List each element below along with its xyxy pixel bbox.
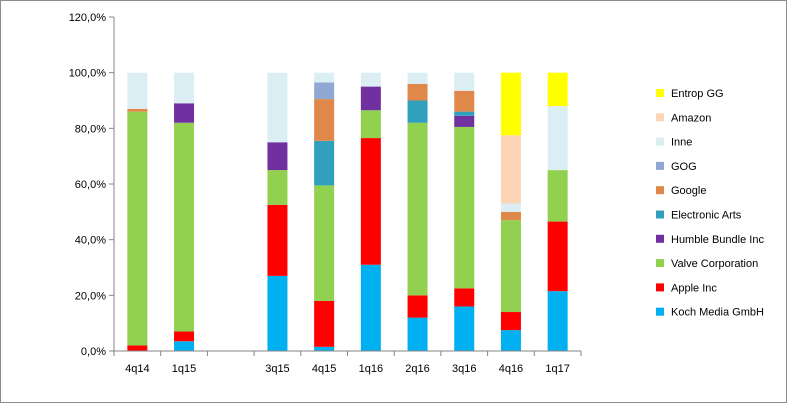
bar-segment [500,72,521,136]
legend-label: Apple Inc [671,282,717,294]
legend-label: Valve Corporation [671,258,758,270]
x-tick-label: 2q16 [405,363,429,375]
bar-segment [547,291,568,351]
legend-label: Inne [671,137,692,149]
bar-segment [314,72,335,83]
legend-label: Entrop GG [671,88,724,100]
axes-layer: 0,0% 20,0% 40,0% 60,0% 80,0% 100,0% 120,0% 4q14… [69,12,582,375]
bar-segment [407,317,428,351]
x-tick-label: 3q16 [452,363,476,375]
x-tick-label: 4q14 [125,363,149,375]
bar-segment [547,106,568,171]
legend-swatch [656,186,664,195]
bar-segment [547,221,568,292]
bar-segment [454,90,475,112]
y-tick-label: 20,0% [75,290,106,302]
bar-segment [267,275,288,351]
legend: Entrop GG Amazon Inne GOG Google Electronic A… [656,88,764,319]
x-tick-label: 4q15 [312,363,336,375]
legend-swatch [656,259,664,268]
bar-segment [407,72,428,84]
bar-segment [174,103,195,123]
x-tick-label: 3q15 [265,363,289,375]
y-tick-label: 120,0% [69,12,107,24]
legend-label: Koch Media GmbH [671,307,764,319]
bar-segment [454,126,475,289]
bar-segment [407,100,428,123]
bar-segment [314,300,335,347]
legend-swatch [656,89,664,97]
legend-label: GOG [671,161,697,173]
y-tick-label: 0,0% [81,346,106,358]
legend-swatch [656,307,664,316]
x-tick-label: 1q17 [545,363,569,375]
bar-segment [314,99,335,141]
legend-label: Amazon [671,112,711,124]
bar-segment [127,72,148,109]
legend-swatch [656,113,664,122]
legend-swatch [656,137,664,146]
bar-segment [454,72,475,91]
y-tick-label: 80,0% [75,123,106,135]
bar-segment [267,142,288,171]
bar-segment [407,122,428,296]
bar-segment [454,288,475,307]
bar-segment [500,312,521,331]
bar-segment [360,138,381,265]
legend-label: Electronic Arts [671,210,742,222]
y-tick-label: 60,0% [75,179,106,191]
bars-layer [127,72,568,352]
bar-segment [174,72,195,104]
bar-segment [360,72,381,87]
bar-segment [500,211,521,221]
bar-segment [314,140,335,186]
bar-segment [174,331,195,342]
bar-segment [127,345,148,351]
bar-segment [174,122,195,332]
bar-segment [174,341,195,351]
y-tick-label: 40,0% [75,235,106,247]
x-tick-label: 4q16 [499,363,523,375]
bar-segment [314,185,335,301]
bar-segment [314,82,335,100]
legend-label: Humble Bundle Inc [671,234,764,246]
bar-segment [267,72,288,143]
bar-segment [267,204,288,276]
legend-swatch [656,161,664,170]
bar-segment [407,83,428,101]
y-tick-label: 100,0% [69,68,107,80]
bar-segment [500,135,521,204]
bar-segment [500,330,521,352]
bar-segment [547,170,568,222]
bar-segment [314,346,335,351]
bar-segment [454,115,475,127]
legend-swatch [656,234,664,243]
bar-segment [454,306,475,351]
legend-swatch [656,283,664,292]
bar-segment [360,110,381,139]
legend-label: Google [671,185,706,197]
x-tick-label: 1q15 [172,363,196,375]
legend-swatch [656,210,664,219]
bar-segment [500,220,521,313]
bar-segment [267,170,288,205]
bar-segment [547,72,568,107]
bar-segment [360,86,381,111]
bar-segment [500,203,521,212]
bar-segment [127,111,148,346]
bar-segment [454,111,475,116]
x-tick-label: 1q16 [359,363,383,375]
bar-segment [127,108,148,112]
bar-segment [407,295,428,318]
bar-segment [360,264,381,351]
